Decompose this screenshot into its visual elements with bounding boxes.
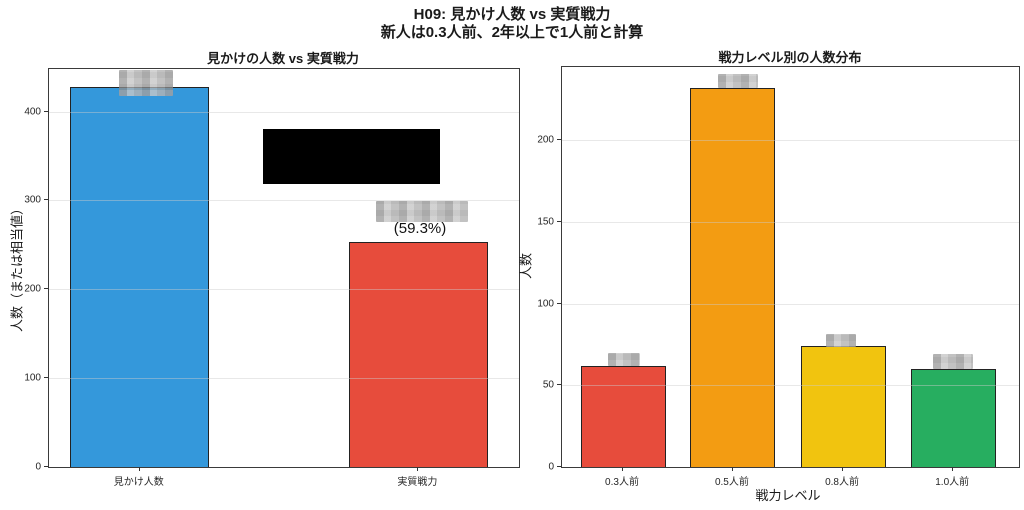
figure-title: H09: 見かけ人数 vs 実質戦力 [413, 6, 611, 23]
y-tick-label: 400 [24, 106, 41, 118]
y-tick-mark [44, 110, 48, 112]
bar-0.5人前 [690, 88, 776, 467]
bar-1.0人前 [910, 369, 996, 467]
x-tick-mark [417, 467, 419, 471]
redacted-value-label [376, 201, 469, 222]
bar-見かけ人数 [70, 86, 210, 467]
bar-0.3人前 [580, 365, 666, 467]
plot-area [48, 68, 520, 468]
chart-title: 見かけの人数 vs 実質戦力 [207, 51, 359, 66]
y-tick-label: 200 [24, 283, 41, 295]
y-tick-label: 150 [537, 216, 554, 228]
gridline [49, 200, 519, 202]
gridline [562, 140, 1019, 142]
gridline [49, 289, 519, 291]
redacted-value-label [118, 70, 173, 96]
percentage-annotation: (59.3%) [393, 220, 447, 237]
y-tick-label: 100 [24, 372, 41, 384]
y-tick-mark [44, 466, 48, 467]
y-tick-mark [44, 199, 48, 201]
gridline [562, 385, 1019, 387]
x-tick-label: 実質戦力 [397, 477, 438, 488]
x-tick-mark [622, 467, 623, 471]
gridline [562, 222, 1019, 224]
y-tick-mark [44, 288, 48, 290]
gridline [562, 303, 1019, 305]
x-tick-mark [731, 467, 733, 471]
y-tick-mark [557, 302, 561, 304]
bar-実質戦力 [348, 241, 488, 467]
y-tick-label: 0 [548, 461, 554, 473]
redacted-value-label [933, 354, 974, 369]
y-tick-label: 0 [35, 461, 41, 473]
redaction-black-box [263, 129, 440, 184]
y-tick-mark [557, 221, 561, 223]
gridline [49, 378, 519, 380]
x-tick-mark [842, 467, 844, 471]
y-tick-label: 300 [24, 194, 41, 206]
redacted-value-label [717, 74, 758, 88]
x-tick-label: 見かけ人数 [113, 477, 164, 488]
chart-title: 戦力レベル別の人数分布 [718, 50, 862, 65]
x-tick-mark [138, 467, 140, 471]
x-tick-label: 1.0人前 [935, 477, 970, 488]
redacted-value-label [826, 334, 857, 347]
redacted-value-label [608, 353, 640, 366]
x-tick-label: 0.5人前 [714, 477, 749, 488]
bar-0.8人前 [800, 346, 886, 467]
y-tick-label: 100 [537, 298, 554, 310]
y-tick-label: 200 [537, 134, 554, 146]
x-tick-mark [952, 467, 954, 471]
x-axis-label: 戦力レベル [755, 488, 821, 503]
y-axis-label: 人数（または相当値） [9, 201, 25, 333]
y-tick-mark [557, 466, 561, 467]
x-tick-label: 0.8人前 [825, 477, 859, 488]
x-tick-label: 0.3人前 [605, 477, 639, 488]
y-tick-mark [44, 377, 48, 379]
y-tick-mark [557, 384, 561, 386]
plot-area [561, 66, 1020, 468]
gridline [49, 111, 519, 113]
y-axis-label: 人数 [518, 252, 534, 280]
figure-subtitle: 新人は0.3人前、2年以上で1人前と計算 [380, 24, 644, 41]
y-tick-mark [557, 139, 561, 141]
y-tick-label: 50 [542, 379, 554, 391]
